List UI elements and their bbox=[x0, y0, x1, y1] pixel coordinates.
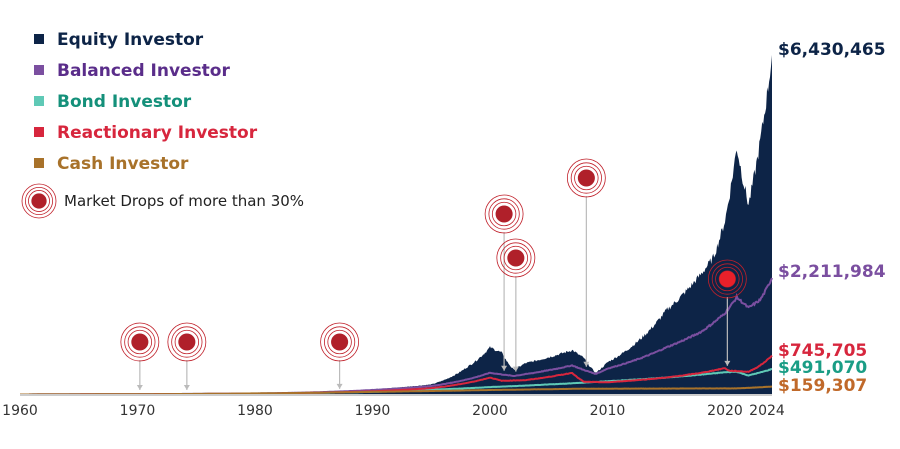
market-drop-marker-ring bbox=[503, 245, 529, 271]
market-drop-marker bbox=[507, 249, 525, 267]
market-drop-marker-ring bbox=[167, 322, 207, 362]
legend-label: Reactionary Investor bbox=[57, 123, 258, 143]
legend-label: Equity Investor bbox=[57, 30, 204, 50]
market-drop-marker-ring bbox=[711, 263, 743, 295]
x-tick-label: 2010 bbox=[590, 403, 626, 419]
market-drop-marker-ring bbox=[323, 326, 356, 358]
market-drop-marker-ring bbox=[496, 238, 536, 278]
market-drop-marker-ring bbox=[574, 165, 599, 191]
market-drop-legend-icon bbox=[31, 193, 47, 209]
market-drop-marker-ring bbox=[124, 326, 156, 358]
legend-swatch bbox=[34, 96, 44, 106]
legend-label: Bond Investor bbox=[57, 92, 192, 112]
arrow-icon bbox=[501, 365, 508, 371]
arrow-icon bbox=[724, 360, 731, 366]
arrow-icon bbox=[583, 361, 590, 367]
series-equity-area bbox=[20, 55, 772, 395]
legend-label: Balanced Investor bbox=[57, 61, 230, 81]
market-drop-marker-ring bbox=[174, 329, 200, 355]
market-drop-marker-ring bbox=[488, 198, 520, 230]
end-value-label: $159,307 bbox=[778, 376, 867, 396]
x-tick-label: 1980 bbox=[237, 403, 273, 419]
end-value-label: $2,211,984 bbox=[778, 262, 886, 282]
arrow-icon bbox=[136, 385, 143, 390]
market-drop-marker bbox=[495, 205, 513, 223]
market-drop-marker-ring bbox=[707, 259, 747, 299]
market-drop-marker-ring bbox=[320, 322, 360, 362]
arrow-icon bbox=[512, 366, 519, 372]
x-tick-label: 1970 bbox=[120, 403, 156, 419]
arrow-icon bbox=[336, 383, 343, 389]
market-drop-marker-highlight bbox=[719, 271, 736, 287]
market-drop-legend-icon-ring bbox=[28, 190, 50, 212]
market-drop-marker-ring bbox=[491, 201, 517, 227]
market-drop-marker-ring bbox=[715, 266, 740, 292]
x-tick-label: 2000 bbox=[472, 403, 508, 419]
market-drop-marker-ring bbox=[127, 329, 153, 355]
market-drop-marker bbox=[178, 333, 196, 351]
end-value-label: $6,430,465 bbox=[778, 40, 886, 60]
market-drop-marker bbox=[331, 333, 349, 351]
legend-swatch bbox=[34, 158, 44, 168]
x-tick-label: 2024 bbox=[749, 403, 785, 419]
market-drop-marker-ring bbox=[327, 329, 352, 355]
arrow-icon bbox=[183, 385, 190, 390]
x-tick-label: 1990 bbox=[355, 403, 391, 419]
market-drop-marker-ring bbox=[120, 322, 160, 362]
market-drop-marker-ring bbox=[566, 158, 606, 198]
legend-swatch bbox=[34, 127, 44, 137]
market-drop-marker-ring bbox=[484, 194, 524, 234]
market-drop-marker-ring bbox=[570, 162, 602, 194]
x-tick-label: 2020 bbox=[707, 403, 743, 419]
legend-swatch bbox=[34, 65, 44, 75]
market-drop-marker-ring bbox=[171, 326, 203, 358]
end-value-label: $745,705 bbox=[778, 341, 867, 361]
legend-label: Cash Investor bbox=[57, 154, 189, 174]
legend-swatch bbox=[34, 34, 44, 44]
market-drop-marker bbox=[577, 169, 595, 187]
market-drop-legend-label: Market Drops of more than 30% bbox=[64, 192, 304, 210]
end-value-label: $491,070 bbox=[778, 358, 867, 378]
x-tick-label: 1960 bbox=[2, 403, 38, 419]
market-drop-marker-ring bbox=[500, 242, 532, 274]
market-drop-legend-icon-ring bbox=[24, 186, 54, 215]
market-drop-legend-icon-ring bbox=[21, 183, 57, 219]
market-drop-marker bbox=[131, 333, 149, 351]
